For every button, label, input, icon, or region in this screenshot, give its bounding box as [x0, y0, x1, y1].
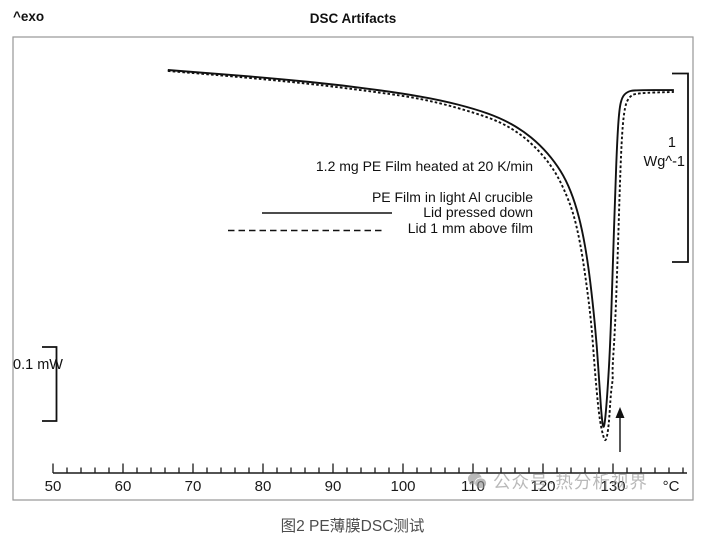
wechat-icon [467, 472, 487, 489]
curve-dashed [167, 70, 674, 442]
x-axis: 50 60 70 80 90 100 110 120 130 °C [45, 463, 687, 495]
figure-caption: 图2 PE薄膜DSC测试 [280, 518, 425, 535]
svg-text:70: 70 [185, 478, 202, 495]
left-scale-value: 0.1 [13, 357, 34, 373]
left-scale-bracket [42, 346, 58, 422]
dsc-curves [167, 69, 674, 442]
right-scale-value: 1 [667, 135, 676, 151]
plot-title: DSC Artifacts [309, 11, 397, 26]
watermark: 公众号·热分析视界 [466, 469, 648, 494]
curve-solid [167, 69, 674, 428]
artifact-arrow [615, 407, 625, 452]
right-scale-bracket [672, 72, 689, 263]
legend-label-solid: Lid pressed down [423, 204, 533, 220]
scale-brackets [42, 72, 689, 422]
annotation-crucible-info: PE Film in light Al crucible [371, 189, 533, 205]
legend-label-dashed: Lid 1 mm above film [407, 220, 533, 236]
svg-text:80: 80 [255, 478, 272, 495]
svg-text:50: 50 [45, 478, 62, 495]
annotation-sample-info: 1.2 mg PE Film heated at 20 K/min [315, 158, 533, 174]
right-scale-bar-label: 1 Wg^-1 [644, 134, 685, 172]
watermark-text: 公众号·热分析视界 [493, 472, 648, 492]
svg-text:130: 130 [600, 478, 625, 495]
exo-direction-label: ^exo [13, 9, 45, 24]
plot-frame [12, 36, 694, 501]
svg-text:90: 90 [325, 478, 342, 495]
left-scale-unit: mW [37, 357, 63, 373]
legend-line-samples [228, 212, 392, 232]
svg-text:60: 60 [115, 478, 132, 495]
right-scale-unit: Wg^-1 [643, 154, 685, 170]
svg-text:100: 100 [390, 478, 415, 495]
svg-text:120: 120 [530, 478, 555, 495]
left-scale-bar-label: 0.1 mW [13, 357, 63, 373]
svg-text:°C: °C [663, 478, 680, 495]
